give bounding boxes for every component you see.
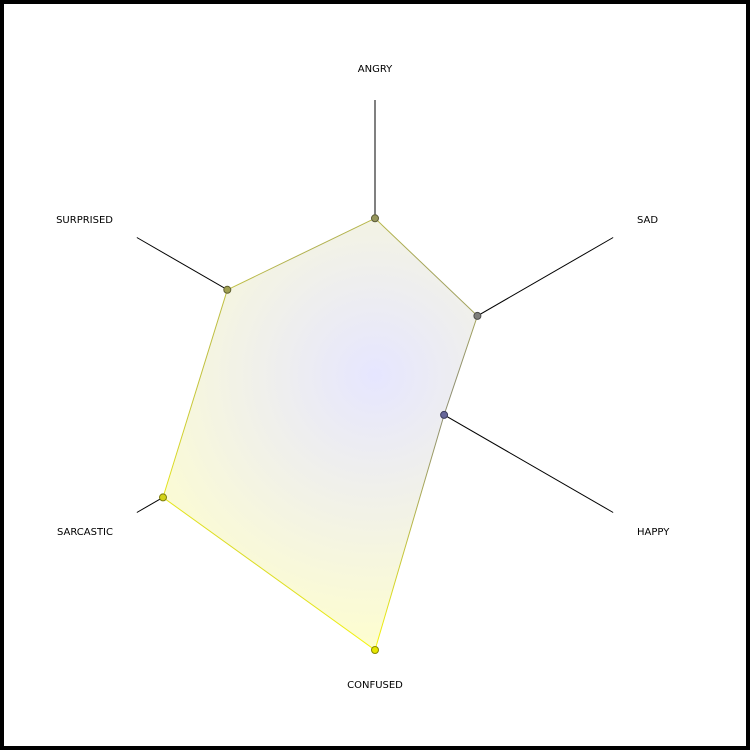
series-area — [162, 217, 478, 651]
data-point-sad — [473, 311, 482, 320]
category-label-surprised: SURPRISED — [56, 215, 113, 226]
category-label-sarcastic: SARCASTIC — [57, 527, 113, 538]
data-point-sarcastic — [159, 493, 167, 502]
category-labels: ANGRY SAD HAPPY CONFUSED SARCASTIC SURPRISED — [56, 64, 670, 691]
data-point-happy — [440, 410, 449, 419]
category-label-confused: CONFUSED — [347, 680, 403, 691]
data-point-surprised — [223, 285, 232, 294]
data-point-confused — [371, 646, 379, 654]
category-label-happy: HAPPY — [637, 527, 670, 538]
category-label-angry: ANGRY — [358, 64, 393, 75]
data-point-angry — [371, 214, 379, 223]
category-label-sad: SAD — [637, 215, 658, 226]
data-points — [159, 214, 482, 654]
series-area-layer — [162, 217, 478, 651]
